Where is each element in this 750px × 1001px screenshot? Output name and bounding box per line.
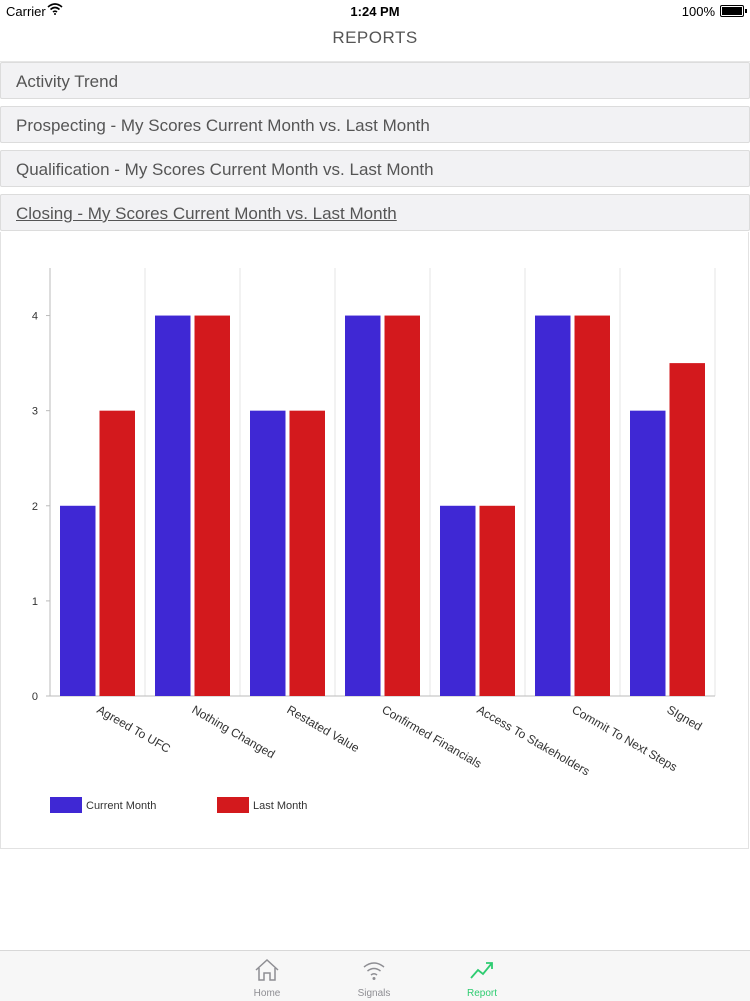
signals-icon bbox=[363, 962, 385, 980]
clock: 1:24 PM bbox=[350, 4, 400, 19]
bar-last-month bbox=[194, 315, 230, 696]
page-title: REPORTS bbox=[332, 28, 418, 47]
tab-label: Signals bbox=[357, 988, 391, 999]
x-tick-label: Restated Value bbox=[285, 702, 363, 755]
section-activity-trend[interactable]: Activity Trend bbox=[0, 62, 750, 99]
bar-current-month bbox=[155, 315, 191, 696]
tab-label: Report bbox=[466, 988, 497, 999]
tab-home[interactable]: Home bbox=[227, 951, 307, 1001]
bar-current-month bbox=[630, 410, 666, 696]
bar-last-month bbox=[669, 363, 705, 696]
x-tick-label: Nothing Changed bbox=[190, 702, 278, 761]
x-tick-label: SIgned bbox=[665, 702, 705, 733]
tab-report[interactable]: Report bbox=[442, 951, 522, 1001]
y-tick-label: 1 bbox=[32, 596, 38, 608]
section-qualification[interactable]: Qualification - My Scores Current Month … bbox=[0, 150, 750, 187]
bar-last-month bbox=[574, 315, 610, 696]
y-tick-label: 4 bbox=[32, 311, 38, 323]
nav-divider bbox=[0, 61, 750, 62]
bar-last-month bbox=[289, 410, 325, 696]
bar-last-month bbox=[479, 505, 515, 696]
closing-chart-panel: 0 1 2 3 4 Agreed To UFC Nothing Changed Restate… bbox=[0, 232, 749, 849]
bar-last-month bbox=[384, 315, 420, 696]
bar-current-month bbox=[535, 315, 571, 696]
bar-chart: 0 1 2 3 4 Agreed To UFC Nothing Changed Restate… bbox=[32, 268, 716, 813]
section-label: Closing - My Scores Current Month vs. La… bbox=[16, 204, 397, 223]
legend-label: Current Month bbox=[86, 800, 156, 812]
carrier-label: Carrier bbox=[6, 4, 46, 19]
battery-percent: 100% bbox=[681, 4, 715, 19]
y-tick-label: 3 bbox=[32, 406, 38, 418]
x-tick-label: Agreed To UFC bbox=[95, 702, 174, 756]
section-label: Qualification - My Scores Current Month … bbox=[16, 160, 434, 179]
section-label: Prospecting - My Scores Current Month vs… bbox=[16, 116, 430, 135]
y-tick-label: 0 bbox=[32, 691, 38, 703]
tab-signals[interactable]: Signals bbox=[334, 951, 414, 1001]
tab-bar: Home Signals Report bbox=[0, 950, 750, 1001]
section-closing[interactable]: Closing - My Scores Current Month vs. La… bbox=[0, 194, 750, 231]
wifi-icon bbox=[47, 3, 63, 18]
y-tick-label: 2 bbox=[32, 501, 38, 513]
legend-swatch bbox=[217, 797, 249, 813]
bar-current-month bbox=[60, 505, 96, 696]
bar-current-month bbox=[440, 505, 476, 696]
tab-label: Home bbox=[253, 988, 281, 999]
bar-current-month bbox=[345, 315, 381, 696]
report-icon bbox=[470, 962, 493, 979]
section-prospecting[interactable]: Prospecting - My Scores Current Month vs… bbox=[0, 106, 750, 143]
bar-last-month bbox=[99, 410, 135, 696]
section-label: Activity Trend bbox=[16, 72, 119, 91]
bar-current-month bbox=[250, 410, 286, 696]
x-tick-label: Confirmed Financials bbox=[380, 702, 485, 770]
home-icon bbox=[255, 958, 279, 981]
legend-label: Last Month bbox=[253, 800, 307, 812]
status-bar: Carrier 1:24 PM 100% bbox=[0, 0, 750, 22]
legend-swatch bbox=[50, 797, 82, 813]
battery-icon bbox=[720, 5, 747, 17]
